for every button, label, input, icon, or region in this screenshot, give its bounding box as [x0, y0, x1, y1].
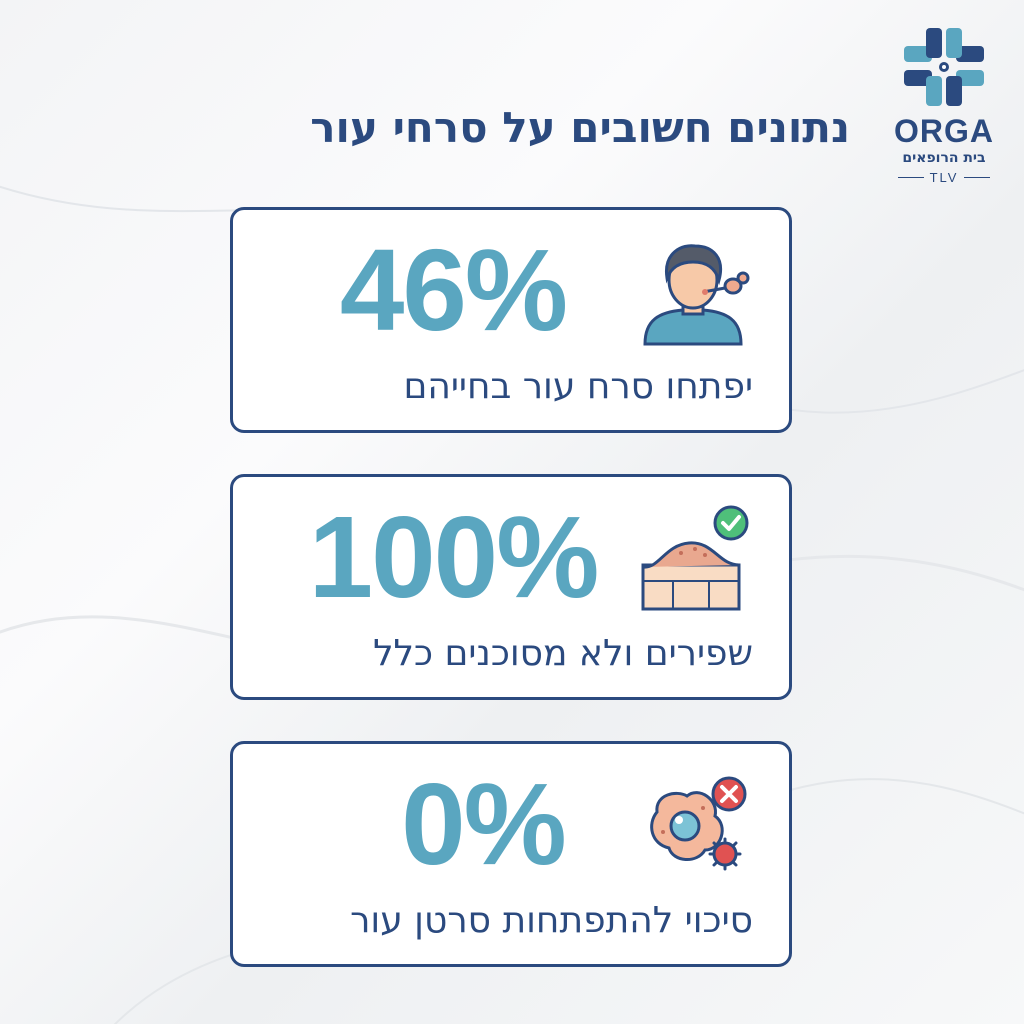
page-title: נתונים חשובים על סרחי עור: [310, 103, 850, 152]
divider: [898, 176, 924, 178]
medical-cross-logo-icon: [904, 28, 984, 106]
skin-layer-check-icon: [641, 505, 749, 611]
brand-logo: ORGA בית הרופאים TLV: [884, 26, 1004, 186]
stat-caption: סיכוי להתפתחות סרטן עור: [350, 900, 753, 941]
brand-name: ORGA: [894, 113, 994, 149]
brand-subtitle: בית הרופאים: [902, 150, 986, 166]
brand-city: TLV: [929, 169, 959, 185]
stat-caption: יפתחו סרח עור בחייהם: [403, 366, 753, 407]
stat-value: 0%: [401, 759, 567, 889]
stat-card-3: 0% סיכוי להתפתחות סרטן עור: [230, 741, 792, 967]
stat-value: 46%: [339, 225, 568, 355]
stat-card-2: 100% שפירים ולא מסוכנים כלל: [230, 474, 792, 700]
stat-card-1: 46% יפתחו סרח עור בחייהם: [230, 207, 792, 433]
stat-value: 100%: [308, 492, 600, 622]
brand-city-row: TLV: [898, 169, 991, 185]
stat-caption: שפירים ולא מסוכנים כלל: [373, 633, 753, 674]
person-skin-icon: [643, 244, 750, 346]
cell-virus-cross-icon: [650, 776, 747, 871]
divider: [964, 176, 991, 178]
